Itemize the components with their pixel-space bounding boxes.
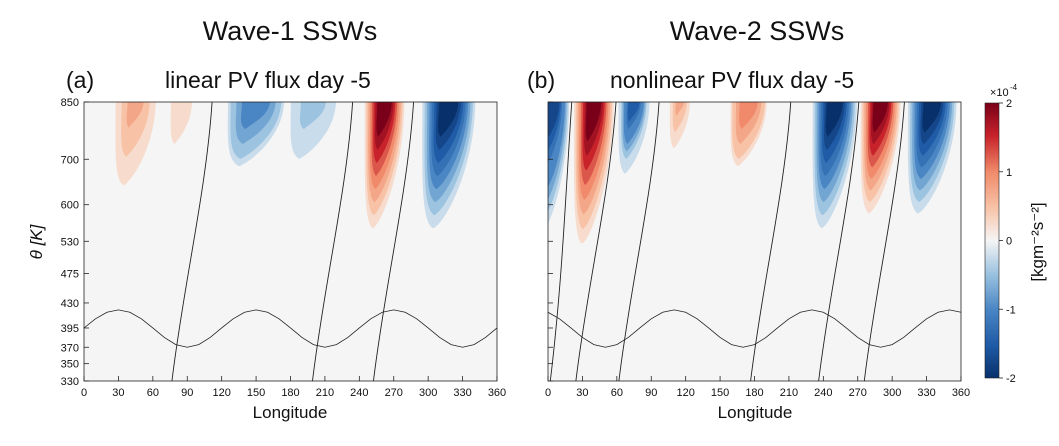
panel-a-x-label: Longitude (253, 403, 328, 422)
colorbar-tick-label-4: 2 (1006, 98, 1012, 110)
panel-a-zero-contours (84, 102, 497, 381)
panel-a-y-tick-label-4: 430 (61, 298, 79, 310)
panel-a-lower-contour (84, 309, 497, 348)
panel-b-x-tick-label-3: 90 (645, 387, 657, 399)
panel-a-zero-contour-3 (312, 102, 354, 381)
panel-a-feature-0-level-8 (126, 102, 144, 128)
colorbar-label: [kgm⁻²s⁻²] (1028, 202, 1047, 281)
panel-b-feature-1-level-8 (585, 102, 602, 142)
colorbar-gradient (984, 102, 1000, 379)
panel-a-zero-contour-4 (372, 102, 415, 381)
panel-a-x-tick-label-10: 300 (419, 387, 437, 399)
panel-a-zero-contour-1 (171, 102, 213, 381)
panel-a-y-tick-label-7: 600 (61, 200, 79, 212)
panel-b-x-tick-label-9: 270 (849, 387, 867, 399)
panel-a-x-tick-label-0: 0 (81, 387, 87, 399)
heading-left: Wave-1 SSWs (203, 16, 378, 46)
panel-a-y-tick-label-0: 330 (61, 376, 79, 388)
panel-a-y-tick-label-2: 370 (61, 342, 79, 354)
heading-right: Wave-2 SSWs (670, 16, 845, 46)
colorbar-exponent: -4 (1010, 83, 1018, 92)
panel-b-x-tick-label-7: 210 (780, 387, 798, 399)
panel-b-feature-3-level-8 (675, 102, 684, 117)
panel-b-feature-0-level-8 (548, 102, 560, 137)
panel-a-x-tick-label-11: 330 (453, 387, 471, 399)
panel-b-zero-contour-2 (618, 102, 660, 381)
panel-b-zero-contour-1 (575, 102, 617, 381)
panel-b-title: nonlinear PV flux day -5 (610, 67, 854, 93)
panel-a-x-tick-label-2: 60 (147, 387, 159, 399)
panel-a-label: (a) (66, 67, 94, 93)
panel-a-x-tick-label-12: 360 (488, 387, 506, 399)
panel-a: (a) linear PV flux day -5 0 30 60 90 120 150 1… (27, 67, 506, 422)
panel-b-feature-4-level-8 (740, 102, 756, 122)
panel-a-x-tick-label-8: 240 (350, 387, 368, 399)
colorbar-exponent-base: ×10 (990, 87, 1009, 99)
panel-b-x-ticks: 0 30 60 90 120 150 180 210 240 270 300 330 360 (545, 376, 970, 399)
panel-a-feature-5-level-8 (438, 102, 459, 137)
panel-a-field (115, 102, 476, 229)
panel-b-x-tick-label-0: 0 (545, 387, 551, 399)
panel-a-y-tick-label-1: 350 (61, 359, 79, 371)
panel-a-y-tick-label-9: 850 (61, 97, 79, 109)
panel-b-field (548, 102, 957, 244)
panel-b-zero-contour-5 (818, 102, 860, 381)
panel-a-x-tick-label-4: 120 (212, 387, 230, 399)
colorbar-tick-label-1: -1 (1006, 304, 1016, 316)
panel-a-title: linear PV flux day -5 (165, 67, 371, 93)
panel-b-feature-2-level-8 (627, 102, 640, 122)
panel-a-x-tick-label-3: 90 (181, 387, 193, 399)
panel-a-y-label: θ [K] (27, 223, 46, 259)
panel-b-label: (b) (527, 67, 555, 93)
panel-b-x-label: Longitude (718, 403, 793, 422)
panel-b-zero-contour-6 (863, 102, 905, 381)
panel-b-feature-7-level-8 (922, 102, 941, 133)
panel-b-zero-contour-0 (549, 102, 573, 381)
panel-b-x-tick-label-8: 240 (814, 387, 832, 399)
panel-b-feature-5-level-8 (825, 102, 843, 137)
panel-b: (b) nonlinear PV flux day -5 0 30 60 90 120 1… (527, 67, 970, 422)
panel-b-x-tick-label-2: 60 (611, 387, 623, 399)
panel-a-x-tick-label-1: 30 (112, 387, 124, 399)
panel-b-y-ticks (548, 101, 553, 382)
panel-b-lower-contour (548, 309, 961, 348)
panel-a-feature-4-level-8 (376, 102, 392, 137)
panel-a-x-tick-label-7: 210 (316, 387, 334, 399)
panel-b-x-tick-label-11: 330 (917, 387, 935, 399)
panel-b-zero-contours (548, 102, 961, 381)
panel-b-x-tick-label-6: 180 (745, 387, 763, 399)
panel-b-x-tick-label-4: 120 (676, 387, 694, 399)
panel-a-y-tick-label-3: 395 (61, 323, 79, 335)
panel-a-x-tick-label-5: 150 (247, 387, 265, 399)
panel-a-feature-3-level-8 (302, 102, 324, 122)
panel-a-y-ticks: 330 350 370 395 430 475 530 600 700 850 (61, 97, 89, 388)
panel-a-y-tick-label-5: 475 (61, 269, 79, 281)
panel-b-feature-6-level-8 (872, 102, 888, 133)
panel-a-feature-1-level-8 (174, 102, 188, 122)
colorbar-ticks: -2 -1 0 1 2 (999, 98, 1016, 385)
panel-b-x-tick-label-12: 360 (952, 387, 970, 399)
panel-b-x-tick-label-1: 30 (576, 387, 588, 399)
panel-a-feature-2-level-8 (243, 102, 268, 122)
colorbar: ×10 -4 -2 -1 0 1 2 [kgm⁻²s⁻²] (984, 83, 1047, 385)
panel-a-x-ticks: 0 30 60 90 120 150 180 210 240 270 300 330 360 (81, 376, 506, 399)
panel-b-x-tick-label-5: 150 (711, 387, 729, 399)
colorbar-tick-label-2: 0 (1006, 236, 1012, 248)
panel-a-y-tick-label-6: 530 (61, 236, 79, 248)
colorbar-tick-label-3: 1 (1006, 167, 1012, 179)
panel-a-x-tick-label-6: 180 (281, 387, 299, 399)
panel-b-x-tick-label-10: 300 (883, 387, 901, 399)
panel-a-y-tick-label-8: 700 (61, 154, 79, 166)
panel-a-x-tick-label-9: 270 (385, 387, 403, 399)
colorbar-tick-label-0: -2 (1006, 373, 1016, 385)
